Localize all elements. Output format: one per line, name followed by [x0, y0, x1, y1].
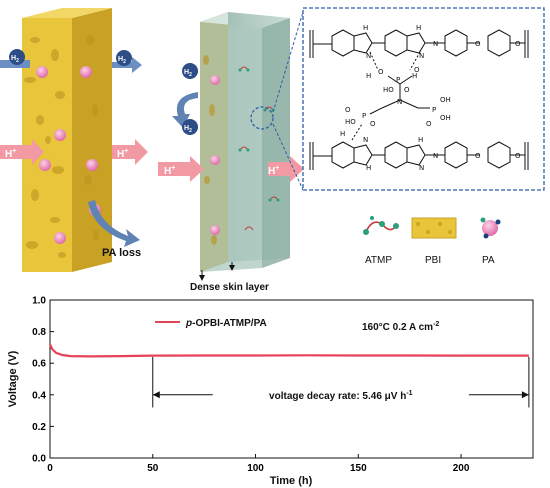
chart: 0.0 0.2 0.4 0.6 0.8 1.0 0 50 100 150 200 Voltage …	[7, 296, 534, 487]
svg-text:O: O	[404, 86, 410, 94]
annotation-arrowhead-left	[152, 391, 160, 399]
proton-label-mid-in: H+	[164, 165, 175, 177]
left-h2-out-arrow	[112, 50, 142, 73]
svg-text:H: H	[412, 72, 417, 80]
svg-text:P: P	[362, 112, 366, 120]
h2-label-out: H2	[118, 56, 126, 65]
svg-text:O: O	[345, 106, 351, 114]
x-tick-label: 100	[247, 463, 264, 474]
x-axis-label: Time (h)	[270, 475, 313, 487]
y-axis-label: Voltage (V)	[7, 350, 19, 407]
y-tick-label: 0.6	[32, 359, 46, 370]
left-h2-arrow	[0, 49, 30, 68]
svg-text:H: H	[340, 130, 345, 138]
legend-pa-label: PA	[482, 255, 495, 266]
y-tick-label: 0.8	[32, 327, 46, 338]
legend-series: p-OPBI-ATMP/PA	[155, 318, 267, 329]
left-proton-arrow	[0, 139, 44, 165]
legend-atmp: ATMP	[363, 216, 399, 266]
svg-text:H: H	[418, 136, 423, 144]
conditions-label: 160°C 0.2 A cm-2	[362, 321, 439, 333]
proton-label-out: H+	[117, 148, 128, 160]
left-proton-out-arrow	[112, 139, 148, 165]
middle-membrane	[200, 12, 290, 272]
decay-annotation: voltage decay rate: 5.46 μV h-1	[152, 356, 530, 408]
svg-text:H: H	[366, 164, 371, 172]
pa-molecule-icon	[210, 75, 220, 235]
svg-text:OH: OH	[440, 114, 451, 122]
svg-text:N: N	[419, 52, 424, 60]
proton-label-mid-out: H+	[268, 165, 279, 177]
svg-text:N: N	[433, 152, 438, 160]
y-tick-label: 0.2	[32, 422, 46, 433]
pa-molecule-icon	[480, 217, 501, 239]
atmp-molecule-icon	[363, 216, 399, 235]
svg-text:O: O	[370, 120, 376, 128]
dense-skin-label: Dense skin layer	[190, 282, 269, 293]
h2-label-b: H2	[184, 125, 192, 134]
y-tick-label: 0.4	[32, 390, 46, 401]
structure-atom-labels: H H N N N O O H H P O O HO O N P O HO O …	[340, 24, 521, 172]
plot-frame	[49, 299, 534, 459]
y-axis-ticks: 0.0 0.2 0.4 0.6 0.8 1.0	[32, 296, 54, 465]
svg-text:HO: HO	[383, 86, 394, 94]
legend-series-label: p-OPBI-ATMP/PA	[185, 318, 267, 329]
annotation-arrowhead-right	[521, 391, 529, 399]
h2-label-a: H2	[184, 69, 192, 78]
series-line	[48, 343, 529, 358]
svg-text:O: O	[515, 152, 521, 160]
svg-text:O: O	[378, 68, 384, 76]
svg-text:H: H	[416, 24, 421, 32]
x-axis-ticks: 0 50 100 150 200	[47, 454, 470, 474]
middle-proton-arrow	[158, 156, 204, 182]
legend-pbi: PBI	[411, 217, 457, 266]
svg-text:N: N	[363, 136, 368, 144]
legend-pbi-label: PBI	[425, 255, 441, 266]
middle-proton-out-arrow	[268, 156, 304, 182]
legend-atmp-label: ATMP	[365, 255, 392, 266]
x-tick-label: 50	[147, 463, 159, 474]
x-tick-label: 150	[350, 463, 367, 474]
svg-text:O: O	[515, 40, 521, 48]
x-tick-label: 200	[453, 463, 470, 474]
svg-text:HO: HO	[345, 118, 356, 126]
h2-label-in: H2	[11, 55, 19, 64]
svg-text:N: N	[366, 52, 371, 60]
h2-blocked-arrow	[172, 92, 198, 128]
structure-box	[302, 7, 545, 191]
pbi-sponge-icon	[411, 217, 457, 239]
pa-loss-label: PA loss	[102, 247, 141, 259]
svg-text:H: H	[366, 72, 371, 80]
decay-rate-label: voltage decay rate: 5.46 μV h-1	[269, 390, 413, 402]
svg-text:H: H	[363, 24, 368, 32]
svg-text:P: P	[432, 106, 436, 114]
svg-text:N: N	[419, 164, 424, 172]
y-tick-label: 0.0	[32, 454, 46, 465]
svg-text:OH: OH	[440, 96, 451, 104]
svg-text:P: P	[396, 76, 400, 84]
pa-loss-arrow	[88, 200, 140, 247]
left-membrane	[22, 8, 112, 272]
svg-text:N: N	[397, 98, 402, 106]
y-tick-label: 1.0	[32, 296, 46, 307]
zoom-circle	[250, 11, 304, 191]
svg-text:O: O	[426, 120, 432, 128]
proton-label-in: H+	[5, 148, 16, 160]
skin-pointer-lines	[199, 262, 235, 281]
svg-text:O: O	[475, 152, 481, 160]
x-tick-label: 0	[47, 463, 53, 474]
chemical-structure	[309, 29, 529, 170]
legend-pa: PA	[480, 217, 501, 266]
svg-text:N: N	[433, 40, 438, 48]
svg-text:O: O	[475, 40, 481, 48]
svg-text:O: O	[414, 66, 420, 74]
